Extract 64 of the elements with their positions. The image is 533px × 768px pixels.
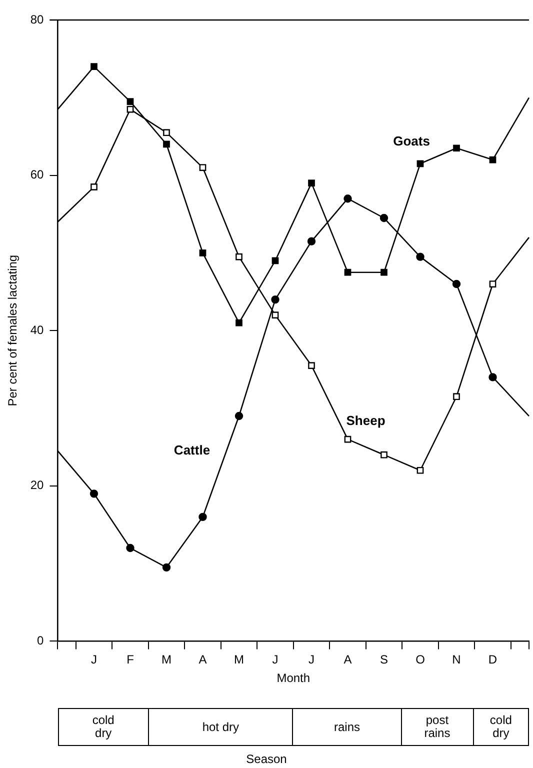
point — [308, 362, 315, 369]
point — [163, 129, 170, 136]
point — [126, 106, 134, 113]
point — [344, 194, 352, 203]
point — [344, 436, 352, 443]
point — [234, 412, 244, 420]
y-tick-label: 0 — [37, 634, 44, 648]
point — [236, 319, 242, 326]
point — [307, 237, 316, 246]
point — [90, 490, 98, 498]
point — [488, 373, 497, 382]
text: cold dry — [58, 709, 149, 745]
x-tick-label: D — [488, 652, 498, 667]
point — [416, 160, 424, 168]
y-tick-label: 40 — [30, 322, 44, 337]
point — [272, 257, 279, 264]
point — [452, 280, 461, 288]
series-label: Cattle — [174, 442, 210, 458]
point — [380, 451, 388, 458]
point — [163, 140, 170, 148]
text: cold dry — [488, 712, 513, 742]
point — [344, 268, 352, 276]
point — [489, 280, 496, 288]
x-tick-label: S — [380, 652, 388, 667]
point — [271, 295, 280, 304]
point — [453, 144, 460, 152]
point — [199, 164, 206, 171]
point — [236, 253, 242, 260]
point — [126, 544, 134, 552]
point — [272, 312, 279, 318]
x-tick-label: O — [416, 652, 425, 667]
y-tick-label: 60 — [30, 168, 44, 182]
x-tick-label: F — [126, 652, 134, 667]
y-axis-title: Per cent of females lactating — [6, 254, 20, 406]
point — [90, 184, 98, 190]
point — [198, 512, 207, 522]
x-tick-label: J — [91, 652, 97, 667]
point — [308, 180, 315, 186]
point — [416, 252, 424, 261]
point — [199, 250, 206, 256]
text: hot dry — [148, 709, 294, 745]
point — [90, 63, 98, 70]
x-tick-label: A — [344, 652, 352, 667]
series-label: Sheep — [346, 412, 386, 428]
series-label: Goats — [393, 134, 430, 149]
point — [380, 268, 388, 276]
point — [126, 98, 134, 105]
x-tick-label: A — [198, 652, 207, 667]
y-tick-label: 20 — [30, 478, 44, 492]
x-tick-label: J — [272, 652, 278, 667]
y-tick-label: 80 — [30, 12, 44, 26]
point — [162, 563, 171, 572]
x-axis-title: Month — [276, 671, 310, 686]
text: post rains — [402, 709, 474, 745]
x-tick-label: N — [452, 652, 461, 667]
x-tick-label: J — [308, 652, 314, 667]
point — [453, 393, 460, 400]
text: Season — [245, 752, 288, 766]
point — [489, 156, 496, 164]
point — [416, 466, 424, 474]
x-tick-label: M — [162, 652, 172, 667]
point — [380, 214, 388, 222]
text: rains — [293, 709, 402, 745]
x-tick-label: M — [234, 652, 244, 667]
